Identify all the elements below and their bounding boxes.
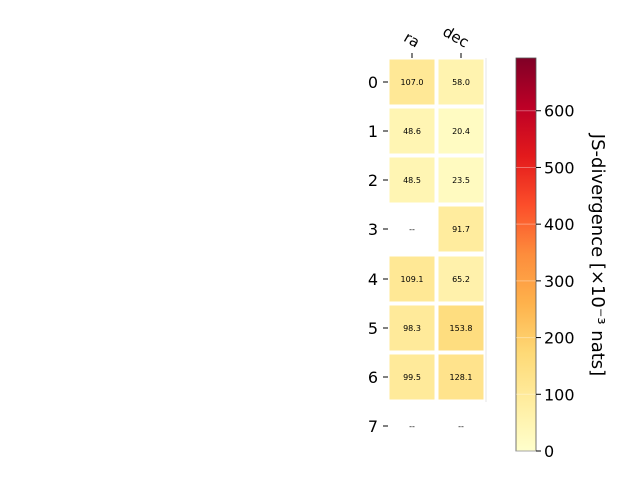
heatmap-cell xyxy=(438,305,484,351)
colorbar-gradient xyxy=(515,57,537,452)
y-tick-label: 1 xyxy=(368,122,378,141)
heatmap-cell xyxy=(438,256,484,302)
y-axis: 0 1 2 3 4 5 6 7 xyxy=(368,73,388,436)
cell-value-label: 48.5 xyxy=(403,176,421,185)
colorbar-tick-label: 400 xyxy=(544,215,575,234)
colorbar-tick-label: 300 xyxy=(544,272,575,291)
heatmap-cell xyxy=(389,59,435,105)
heatmap-cell xyxy=(438,157,484,203)
cell-value-label: 65.2 xyxy=(452,275,470,284)
heatmap-cell xyxy=(438,59,484,105)
y-tick-label: 3 xyxy=(368,220,378,239)
y-tick-label: 6 xyxy=(368,368,378,387)
heatmap-cell xyxy=(438,354,484,400)
colorbar-tick-label: 500 xyxy=(544,158,575,177)
cell-value-label: -- xyxy=(409,225,415,234)
y-tick-label: 0 xyxy=(368,73,378,92)
x-tick-label: ra xyxy=(401,28,423,51)
cell-labels: 107.0 58.0 48.6 20.4 48.5 23.5 -- 91.7 109.1 65.2… xyxy=(401,78,473,431)
heatmap-cell xyxy=(438,108,484,154)
cell-value-label: 58.0 xyxy=(452,78,470,87)
cell-value-label: 23.5 xyxy=(452,176,470,185)
cell-value-label: 91.7 xyxy=(452,225,470,234)
x-tick-label: dec xyxy=(440,22,472,51)
colorbar-tick-label: 0 xyxy=(544,442,554,461)
cell-value-label: -- xyxy=(409,422,415,431)
y-tick-label: 2 xyxy=(368,171,378,190)
heatmap-cell xyxy=(389,256,435,302)
cell-value-label: -- xyxy=(458,422,464,431)
heatmap-cell xyxy=(389,305,435,351)
heatmap-cell xyxy=(389,354,435,400)
cell-value-label: 20.4 xyxy=(452,127,470,136)
y-tick-label: 7 xyxy=(368,417,378,436)
colorbar-tick-label: 600 xyxy=(544,102,575,121)
cell-value-label: 153.8 xyxy=(450,324,473,333)
x-axis: ra dec xyxy=(401,22,472,58)
cell-value-label: 99.5 xyxy=(403,373,421,382)
cell-value-label: 98.3 xyxy=(403,324,421,333)
colorbar-tick-label: 100 xyxy=(544,385,575,404)
y-tick-label: 5 xyxy=(368,319,378,338)
cell-value-label: 48.6 xyxy=(403,127,421,136)
cell-value-label: 128.1 xyxy=(450,373,473,382)
cell-value-label: 109.1 xyxy=(401,275,424,284)
colorbar-label: JS-divergence [×10⁻³ nats] xyxy=(587,133,608,376)
heatmap-cells xyxy=(389,58,487,402)
heatmap-cell xyxy=(389,157,435,203)
heatmap-cell xyxy=(438,206,484,252)
y-tick-label: 4 xyxy=(368,270,378,289)
cell-value-label: 107.0 xyxy=(401,78,424,87)
colorbar: 0 100 200 300 400 500 600 xyxy=(515,57,575,461)
heatmap-cell xyxy=(389,108,435,154)
colorbar-tick-label: 200 xyxy=(544,329,575,348)
